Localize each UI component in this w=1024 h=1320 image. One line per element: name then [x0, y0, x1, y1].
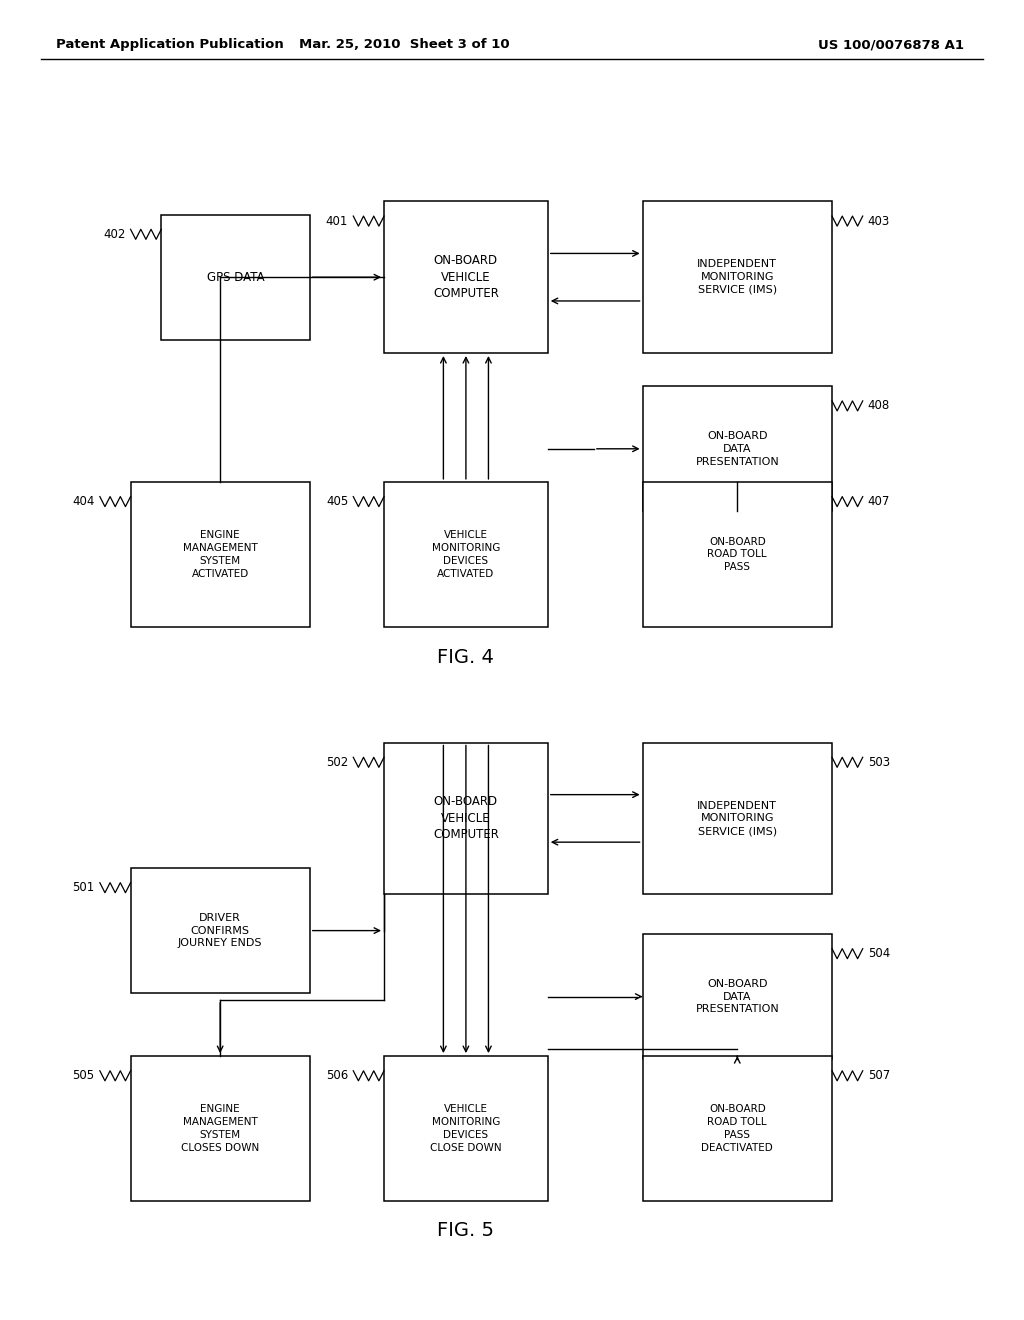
Text: 404: 404 — [73, 495, 94, 508]
Bar — [643, 935, 831, 1059]
Text: INDEPENDENT
MONITORING
SERVICE (IMS): INDEPENDENT MONITORING SERVICE (IMS) — [697, 801, 777, 836]
Bar — [643, 201, 831, 352]
Text: VEHICLE
MONITORING
DEVICES
ACTIVATED: VEHICLE MONITORING DEVICES ACTIVATED — [432, 531, 500, 578]
Bar — [131, 482, 309, 627]
Bar — [384, 742, 548, 895]
Text: 502: 502 — [326, 756, 348, 768]
Text: VEHICLE
MONITORING
DEVICES
CLOSE DOWN: VEHICLE MONITORING DEVICES CLOSE DOWN — [430, 1105, 502, 1152]
Text: US 100/0076878 A1: US 100/0076878 A1 — [818, 38, 964, 51]
Bar — [643, 482, 831, 627]
Text: ENGINE
MANAGEMENT
SYSTEM
CLOSES DOWN: ENGINE MANAGEMENT SYSTEM CLOSES DOWN — [181, 1105, 259, 1152]
Text: 506: 506 — [326, 1069, 348, 1082]
Text: 501: 501 — [73, 882, 94, 894]
Text: FIG. 4: FIG. 4 — [437, 648, 495, 667]
Text: 408: 408 — [868, 400, 890, 412]
Text: ENGINE
MANAGEMENT
SYSTEM
ACTIVATED: ENGINE MANAGEMENT SYSTEM ACTIVATED — [183, 531, 257, 578]
Bar — [643, 1056, 831, 1201]
Text: 401: 401 — [326, 215, 348, 227]
Text: 504: 504 — [868, 948, 890, 960]
Bar — [131, 1056, 309, 1201]
Bar — [643, 742, 831, 895]
Text: 407: 407 — [868, 495, 890, 508]
Bar — [643, 385, 831, 511]
Text: 503: 503 — [868, 756, 890, 768]
Text: 405: 405 — [326, 495, 348, 508]
Text: GPS DATA: GPS DATA — [207, 271, 264, 284]
Text: Mar. 25, 2010  Sheet 3 of 10: Mar. 25, 2010 Sheet 3 of 10 — [299, 38, 510, 51]
Bar — [384, 201, 548, 352]
Bar — [384, 482, 548, 627]
Text: 505: 505 — [73, 1069, 94, 1082]
Bar — [131, 869, 309, 993]
Bar — [162, 214, 309, 339]
Text: FIG. 5: FIG. 5 — [437, 1221, 495, 1239]
Text: ON-BOARD
ROAD TOLL
PASS: ON-BOARD ROAD TOLL PASS — [708, 537, 767, 572]
Text: 507: 507 — [868, 1069, 890, 1082]
Text: ON-BOARD
VEHICLE
COMPUTER: ON-BOARD VEHICLE COMPUTER — [433, 255, 499, 300]
Text: 402: 402 — [103, 228, 126, 240]
Text: ON-BOARD
VEHICLE
COMPUTER: ON-BOARD VEHICLE COMPUTER — [433, 796, 499, 841]
Text: 403: 403 — [868, 215, 890, 227]
Text: DRIVER
CONFIRMS
JOURNEY ENDS: DRIVER CONFIRMS JOURNEY ENDS — [178, 913, 262, 948]
Text: INDEPENDENT
MONITORING
SERVICE (IMS): INDEPENDENT MONITORING SERVICE (IMS) — [697, 260, 777, 294]
Text: ON-BOARD
DATA
PRESENTATION: ON-BOARD DATA PRESENTATION — [695, 979, 779, 1014]
Text: ON-BOARD
ROAD TOLL
PASS
DEACTIVATED: ON-BOARD ROAD TOLL PASS DEACTIVATED — [701, 1105, 773, 1152]
Text: ON-BOARD
DATA
PRESENTATION: ON-BOARD DATA PRESENTATION — [695, 432, 779, 466]
Text: Patent Application Publication: Patent Application Publication — [56, 38, 284, 51]
Bar — [384, 1056, 548, 1201]
